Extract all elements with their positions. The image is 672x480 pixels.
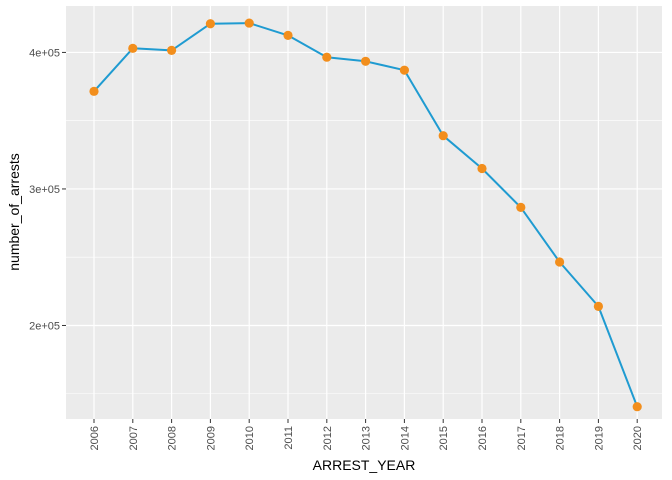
x-tick-label: 2016 bbox=[477, 426, 489, 450]
data-point bbox=[555, 257, 565, 267]
x-tick-label: 2014 bbox=[399, 426, 411, 450]
x-tick-label: 2012 bbox=[322, 426, 334, 450]
data-point bbox=[593, 301, 604, 311]
x-tick-label: 2020 bbox=[632, 426, 644, 450]
data-point bbox=[322, 52, 332, 62]
data-point bbox=[516, 202, 526, 212]
data-point bbox=[399, 65, 409, 75]
x-tick-label: 2010 bbox=[244, 426, 256, 450]
data-point bbox=[167, 45, 177, 55]
x-tick-label: 2018 bbox=[555, 426, 567, 450]
data-point bbox=[205, 19, 215, 29]
data-point bbox=[283, 30, 293, 40]
y-axis-title: number_of_arrests bbox=[6, 153, 22, 271]
data-point bbox=[361, 56, 371, 66]
x-tick-label: 2019 bbox=[593, 426, 605, 450]
y-tick-label: 2e+05 bbox=[29, 320, 60, 332]
data-point bbox=[477, 163, 487, 174]
x-tick-label: 2015 bbox=[438, 426, 450, 450]
y-tick-label: 4e+05 bbox=[29, 47, 60, 59]
y-tick-label: 3e+05 bbox=[29, 184, 60, 196]
x-tick-label: 2008 bbox=[167, 426, 179, 450]
x-tick-label: 2009 bbox=[205, 426, 217, 450]
data-point bbox=[89, 86, 99, 96]
x-tick-label: 2006 bbox=[89, 426, 101, 450]
data-point bbox=[438, 131, 448, 141]
x-axis-title: ARREST_YEAR bbox=[313, 457, 416, 473]
x-tick-label: 2007 bbox=[128, 426, 140, 450]
x-tick-label: 2017 bbox=[516, 426, 528, 450]
data-point bbox=[128, 43, 138, 53]
plot-panel bbox=[66, 6, 662, 419]
x-tick-label: 2011 bbox=[283, 426, 295, 450]
x-tick-label: 2013 bbox=[361, 426, 373, 450]
data-point bbox=[632, 402, 642, 412]
data-point bbox=[244, 18, 254, 28]
